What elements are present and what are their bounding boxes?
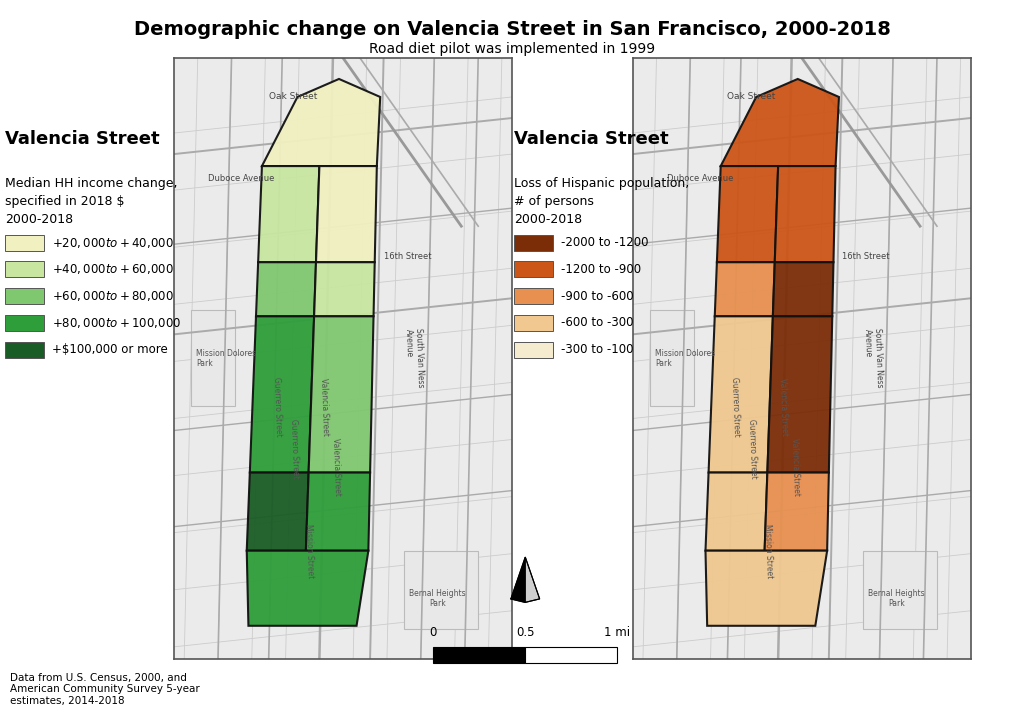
Polygon shape	[649, 311, 693, 406]
Text: Bernal Heights
Park: Bernal Heights Park	[410, 589, 466, 608]
Polygon shape	[190, 311, 234, 406]
Polygon shape	[258, 166, 319, 262]
Polygon shape	[525, 557, 540, 602]
Polygon shape	[765, 473, 828, 551]
Polygon shape	[316, 166, 377, 262]
Polygon shape	[773, 262, 834, 316]
Text: Road diet pilot was implemented in 1999: Road diet pilot was implemented in 1999	[369, 42, 655, 56]
Text: Guerrero Street: Guerrero Street	[730, 376, 741, 437]
Text: -600 to -300: -600 to -300	[561, 316, 634, 329]
Text: Bernal Heights
Park: Bernal Heights Park	[868, 589, 925, 608]
Text: +$20,000 to +$40,000: +$20,000 to +$40,000	[52, 235, 174, 250]
Polygon shape	[775, 166, 836, 262]
Text: -300 to -100: -300 to -100	[561, 343, 634, 356]
Polygon shape	[709, 316, 773, 473]
Text: Mission Street: Mission Street	[304, 523, 314, 578]
Text: +$100,000 or more: +$100,000 or more	[52, 343, 168, 356]
Text: Mission Street: Mission Street	[763, 523, 773, 578]
Text: Duboce Avenue: Duboce Avenue	[667, 174, 733, 182]
Text: Guerrero Street: Guerrero Street	[289, 418, 300, 479]
Polygon shape	[247, 473, 308, 551]
Polygon shape	[706, 551, 827, 626]
Polygon shape	[717, 166, 778, 262]
Polygon shape	[306, 473, 370, 551]
Text: -1200 to -900: -1200 to -900	[561, 263, 641, 276]
Text: Valencia Street: Valencia Street	[514, 130, 669, 148]
Polygon shape	[767, 316, 833, 473]
Bar	[433, 647, 525, 663]
Text: Mission Dolores
Park: Mission Dolores Park	[196, 349, 256, 368]
Text: Oak Street: Oak Street	[727, 93, 776, 101]
Text: Duboce Avenue: Duboce Avenue	[208, 174, 274, 182]
Text: Oak Street: Oak Street	[268, 93, 317, 101]
Text: Valencia Street: Valencia Street	[790, 437, 801, 496]
Text: +$80,000 to +$100,000: +$80,000 to +$100,000	[52, 316, 181, 330]
Polygon shape	[256, 262, 316, 316]
Polygon shape	[511, 557, 525, 602]
Text: Guerrero Street: Guerrero Street	[271, 376, 283, 437]
Text: South Van Ness
Avenue: South Van Ness Avenue	[403, 328, 425, 389]
Text: +$40,000 to +$60,000: +$40,000 to +$60,000	[52, 262, 174, 277]
Polygon shape	[250, 316, 314, 473]
Text: Valencia Street: Valencia Street	[318, 377, 330, 436]
Polygon shape	[308, 316, 374, 473]
Text: -2000 to -1200: -2000 to -1200	[561, 236, 648, 249]
Text: Valencia Street: Valencia Street	[777, 377, 788, 436]
Text: Mission Dolores
Park: Mission Dolores Park	[654, 349, 715, 368]
Text: -900 to -600: -900 to -600	[561, 290, 634, 303]
Polygon shape	[262, 79, 380, 166]
Text: Demographic change on Valencia Street in San Francisco, 2000-2018: Demographic change on Valencia Street in…	[133, 20, 891, 39]
Polygon shape	[706, 473, 767, 551]
Polygon shape	[403, 551, 478, 628]
Text: 16th Street: 16th Street	[384, 252, 431, 261]
Polygon shape	[314, 262, 375, 316]
Text: 16th Street: 16th Street	[843, 252, 890, 261]
Text: Valencia Street: Valencia Street	[5, 130, 160, 148]
Polygon shape	[715, 262, 775, 316]
Polygon shape	[247, 551, 369, 626]
Text: 0: 0	[429, 626, 437, 639]
Text: 0.5: 0.5	[516, 626, 535, 639]
Text: Median HH income change,
specified in 2018 $
2000-2018: Median HH income change, specified in 20…	[5, 177, 177, 227]
Text: South Van Ness
Avenue: South Van Ness Avenue	[862, 328, 884, 389]
Text: 1 mi: 1 mi	[604, 626, 631, 639]
Text: Data from U.S. Census, 2000, and
American Community Survey 5-year
estimates, 201: Data from U.S. Census, 2000, and America…	[10, 673, 200, 706]
Text: Valencia Street: Valencia Street	[331, 437, 342, 496]
Polygon shape	[721, 79, 839, 166]
Polygon shape	[862, 551, 937, 628]
Text: +$60,000 to +$80,000: +$60,000 to +$80,000	[52, 289, 174, 303]
Bar	[525, 647, 617, 663]
Text: Loss of Hispanic population,
# of persons
2000-2018: Loss of Hispanic population, # of person…	[514, 177, 689, 227]
Text: Guerrero Street: Guerrero Street	[748, 418, 759, 479]
